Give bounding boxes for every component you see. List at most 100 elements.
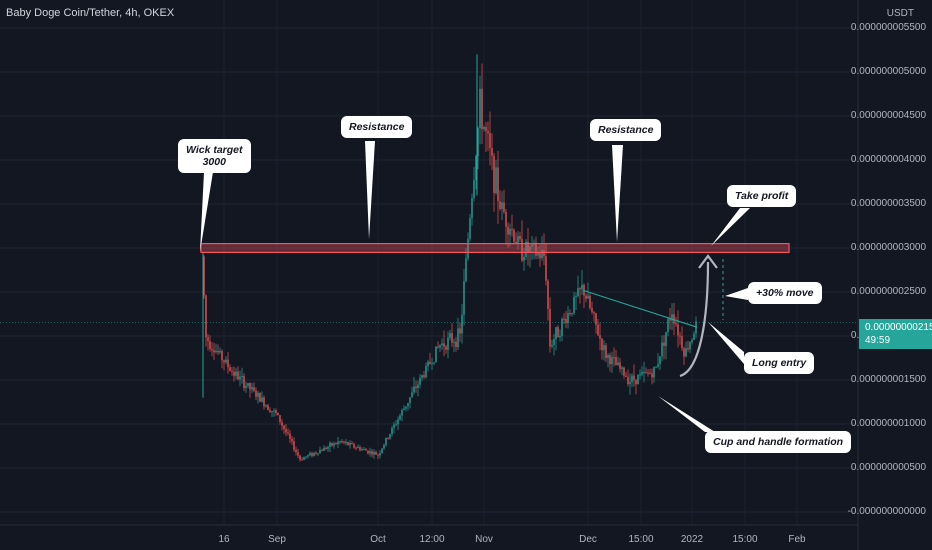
candle-body	[513, 230, 515, 242]
candle-body	[603, 345, 605, 351]
candle-body	[613, 357, 615, 359]
candle-body	[283, 425, 285, 430]
candle-body	[315, 452, 317, 454]
candle-body	[587, 295, 589, 299]
candle-body	[609, 355, 611, 365]
resistance-zone	[200, 243, 790, 254]
candle-body	[309, 453, 311, 456]
candle-body	[275, 410, 277, 413]
candle-body	[329, 442, 331, 447]
candle-body	[233, 371, 235, 376]
candle-body	[325, 447, 327, 449]
candle-body	[239, 376, 241, 380]
candle-body	[377, 454, 379, 456]
candle-body	[427, 361, 429, 367]
candle-body	[215, 350, 217, 353]
candle-body	[411, 392, 413, 398]
candle-body	[387, 437, 389, 439]
candle-body	[599, 335, 601, 339]
candle-body	[575, 295, 577, 297]
candle-body	[505, 211, 507, 227]
candle-body	[291, 438, 293, 442]
grid-lines	[0, 0, 859, 550]
move-callout[interactable]: +30% move	[748, 282, 822, 304]
candle-body	[465, 258, 467, 282]
candle-body	[213, 350, 215, 353]
candle-body	[349, 443, 351, 446]
candle-body	[597, 324, 599, 336]
candle-body	[365, 449, 367, 451]
resistance-callout-1[interactable]: Resistance	[341, 116, 413, 138]
price-tick-label: -0.000000000000	[847, 506, 926, 517]
resistance-callout-2[interactable]: Resistance	[590, 119, 662, 141]
candle-body	[455, 341, 457, 348]
projection-curve	[679, 261, 710, 378]
candle-body	[405, 406, 407, 409]
candle-body	[557, 327, 559, 338]
candle-body	[567, 313, 569, 323]
candle-body	[519, 236, 521, 240]
price-tick-label: 0.000000003000	[850, 242, 926, 253]
candle-body	[299, 455, 301, 460]
candlesticks	[202, 54, 697, 462]
candle-body	[381, 448, 383, 454]
candle-body	[451, 333, 453, 343]
resistance1-pointer	[365, 141, 375, 239]
candle-body	[267, 405, 269, 411]
candle-body	[269, 410, 271, 413]
cup-handle-callout[interactable]: Cup and handle formation	[705, 431, 852, 453]
candle-body	[689, 342, 691, 350]
candle-body	[457, 328, 459, 348]
candle-body	[351, 443, 353, 445]
wick-target-callout[interactable]: Wick target 3000	[178, 139, 251, 173]
candle-body	[303, 457, 305, 460]
wick-callout-pointer	[200, 172, 213, 252]
candle-body	[679, 335, 681, 337]
candle-body	[509, 229, 511, 235]
candle-body	[577, 288, 579, 296]
candle-body	[569, 313, 571, 315]
long-entry-callout[interactable]: Long entry	[744, 352, 815, 374]
candle-body	[561, 318, 563, 337]
candle-body	[429, 361, 431, 364]
candle-body	[635, 379, 637, 385]
candle-body	[417, 384, 419, 389]
candle-body	[255, 390, 257, 397]
candle-body	[205, 295, 207, 338]
candle-body	[335, 443, 337, 445]
candle-body	[317, 453, 319, 455]
projection-arrowhead	[698, 254, 718, 269]
candle-body	[439, 345, 441, 348]
cup-handle-pointer	[658, 396, 715, 432]
candle-body	[431, 363, 433, 365]
candle-body	[483, 126, 485, 130]
candle-body	[585, 295, 587, 299]
candle-body	[677, 324, 679, 336]
candle-body	[621, 367, 623, 369]
candle-body	[385, 437, 387, 445]
candle-body	[459, 328, 461, 334]
candle-body	[611, 357, 613, 365]
candle-body	[497, 167, 499, 202]
candle-body	[327, 446, 329, 449]
candle-body	[307, 455, 309, 457]
candle-body	[485, 126, 487, 132]
bar-countdown: 49:59	[865, 335, 891, 346]
candle-body	[389, 434, 391, 439]
candle-body	[285, 429, 287, 433]
candle-body	[225, 359, 227, 363]
candle-body	[353, 443, 355, 448]
candle-body	[281, 422, 283, 426]
candle-body	[219, 350, 221, 353]
candle-body	[617, 362, 619, 366]
candle-body	[229, 367, 231, 371]
candle-body	[695, 321, 697, 334]
candle-body	[253, 387, 255, 391]
candle-body	[563, 318, 565, 320]
candle-body	[529, 246, 531, 253]
candle-body	[263, 397, 265, 407]
take-profit-callout[interactable]: Take profit	[727, 185, 797, 207]
candle-body	[347, 442, 349, 446]
symbol-title[interactable]: Baby Doge Coin/Tether, 4h, OKEX	[6, 7, 175, 19]
